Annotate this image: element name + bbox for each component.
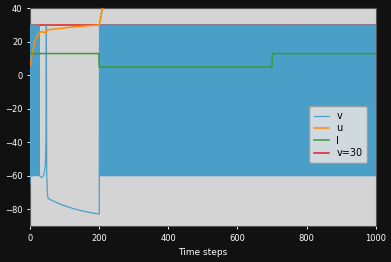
Line: u: u [30, 0, 375, 65]
I [297, 52, 302, 55]
v [181, 174, 185, 177]
I [265, 66, 270, 69]
Line: v: v [30, 25, 375, 214]
v [63, 205, 68, 208]
Line: I: I [30, 53, 375, 67]
v [168, 174, 173, 177]
I [373, 52, 378, 55]
I [168, 66, 172, 69]
v [373, 24, 378, 27]
v [298, 24, 302, 27]
v [265, 174, 270, 177]
v=30 [28, 24, 33, 27]
v=30 [28, 24, 32, 27]
I [28, 52, 32, 55]
v [28, 183, 32, 186]
I [303, 52, 308, 55]
v [97, 212, 102, 216]
u [28, 64, 32, 67]
v [304, 24, 308, 27]
I [180, 66, 185, 69]
u [63, 26, 68, 29]
Legend: v, u, I, v=30: v, u, I, v=30 [309, 106, 367, 163]
X-axis label: Time steps: Time steps [178, 248, 228, 257]
v [28, 24, 33, 27]
I [63, 52, 68, 55]
I [97, 66, 102, 69]
